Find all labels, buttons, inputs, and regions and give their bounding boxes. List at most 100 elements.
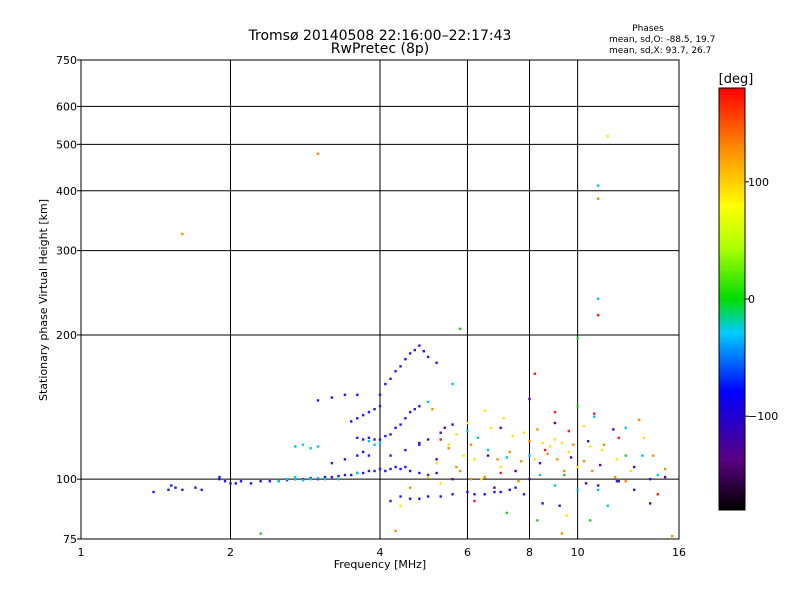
data-point [558,504,561,507]
data-point [499,465,502,469]
data-point [194,486,197,489]
data-point [483,409,486,412]
data-point [249,482,253,485]
data-point [294,475,297,479]
data-point [413,407,416,411]
data-point [373,469,376,473]
data-point [567,450,571,454]
data-point [356,393,359,397]
data-point [588,519,592,522]
grid [81,60,679,539]
data-point [511,434,514,438]
data-point [528,440,531,443]
data-point [596,488,600,492]
data-point [560,441,564,445]
data-point [596,313,600,317]
data-point [576,405,579,408]
data-point [356,417,359,420]
y-tick-label: 100 [56,473,77,486]
chart-subtitle: RwPretec (8p) [331,41,429,57]
plot-frame [80,59,680,540]
data-point [389,433,392,436]
colorbar-tick-label: −100 [748,410,778,423]
x-tick-label: 8 [526,546,533,559]
data-point [435,471,438,475]
data-point [294,445,297,448]
data-point [591,469,594,473]
data-point [541,502,544,505]
data-point [656,473,659,477]
data-point [466,429,469,433]
data-point [652,454,655,457]
data-point [556,458,559,461]
colorbar-label: [deg] [719,72,754,87]
data-point [330,461,334,465]
data-point [301,478,305,482]
data-point [323,477,327,481]
data-point [435,458,438,461]
data-point [439,431,442,434]
data-point [431,407,434,411]
data-point [548,445,552,448]
data-point [596,484,600,487]
data-point [508,488,511,492]
data-point [294,477,297,481]
colorbar-tick-label: 0 [748,293,755,306]
data-point [316,476,320,480]
data-point [615,480,619,483]
data-point [343,458,347,461]
data-point [451,382,454,386]
data-point [582,424,586,428]
data-point [356,454,359,457]
y-tick-label: 200 [56,329,77,342]
data-point [343,393,347,397]
data-point [553,410,557,414]
data-point [499,426,502,430]
data-point [528,477,531,481]
data-point [361,450,365,454]
data-point [596,297,600,300]
data-point [596,184,600,187]
data-point [663,467,667,471]
data-point [600,448,604,452]
data-point [285,477,289,481]
x-tick-label: 6 [464,546,471,559]
data-point [538,461,542,465]
data-point [443,426,446,430]
data-point [378,441,382,445]
data-point [617,480,620,483]
data-point [378,405,382,408]
data-point [473,458,476,461]
y-tick-label: 750 [56,54,77,67]
data-point [586,440,590,443]
y-tick-label: 300 [56,245,77,258]
data-point [522,493,526,496]
y-tick-label: 600 [56,100,77,113]
y-axis-label: Stationary phase Virtual Height [km] [37,199,50,401]
data-point [435,461,438,465]
data-point [413,348,416,352]
data-point [514,469,517,473]
data-point [259,480,262,483]
data-point [309,477,312,481]
data-point [404,417,407,420]
data-point [528,397,531,401]
axis-ticks: 1 2 4 6 8 10 16 75 100 200 300 400 500 600 750 [56,54,686,559]
data-point [593,415,596,418]
data-point [615,458,619,461]
colorbar-tick-label: 100 [748,176,769,189]
data-point [541,441,544,445]
data-point [349,420,353,423]
data-point [469,443,473,446]
data-point [399,423,402,426]
data-point [174,486,177,489]
data-point [462,454,466,457]
data-point [466,421,469,425]
data-point [663,475,667,479]
data-point [642,436,646,439]
data-point [426,438,430,441]
data-point [641,454,644,457]
data-point [239,480,243,483]
data-point [181,488,184,492]
data-point [337,477,340,481]
